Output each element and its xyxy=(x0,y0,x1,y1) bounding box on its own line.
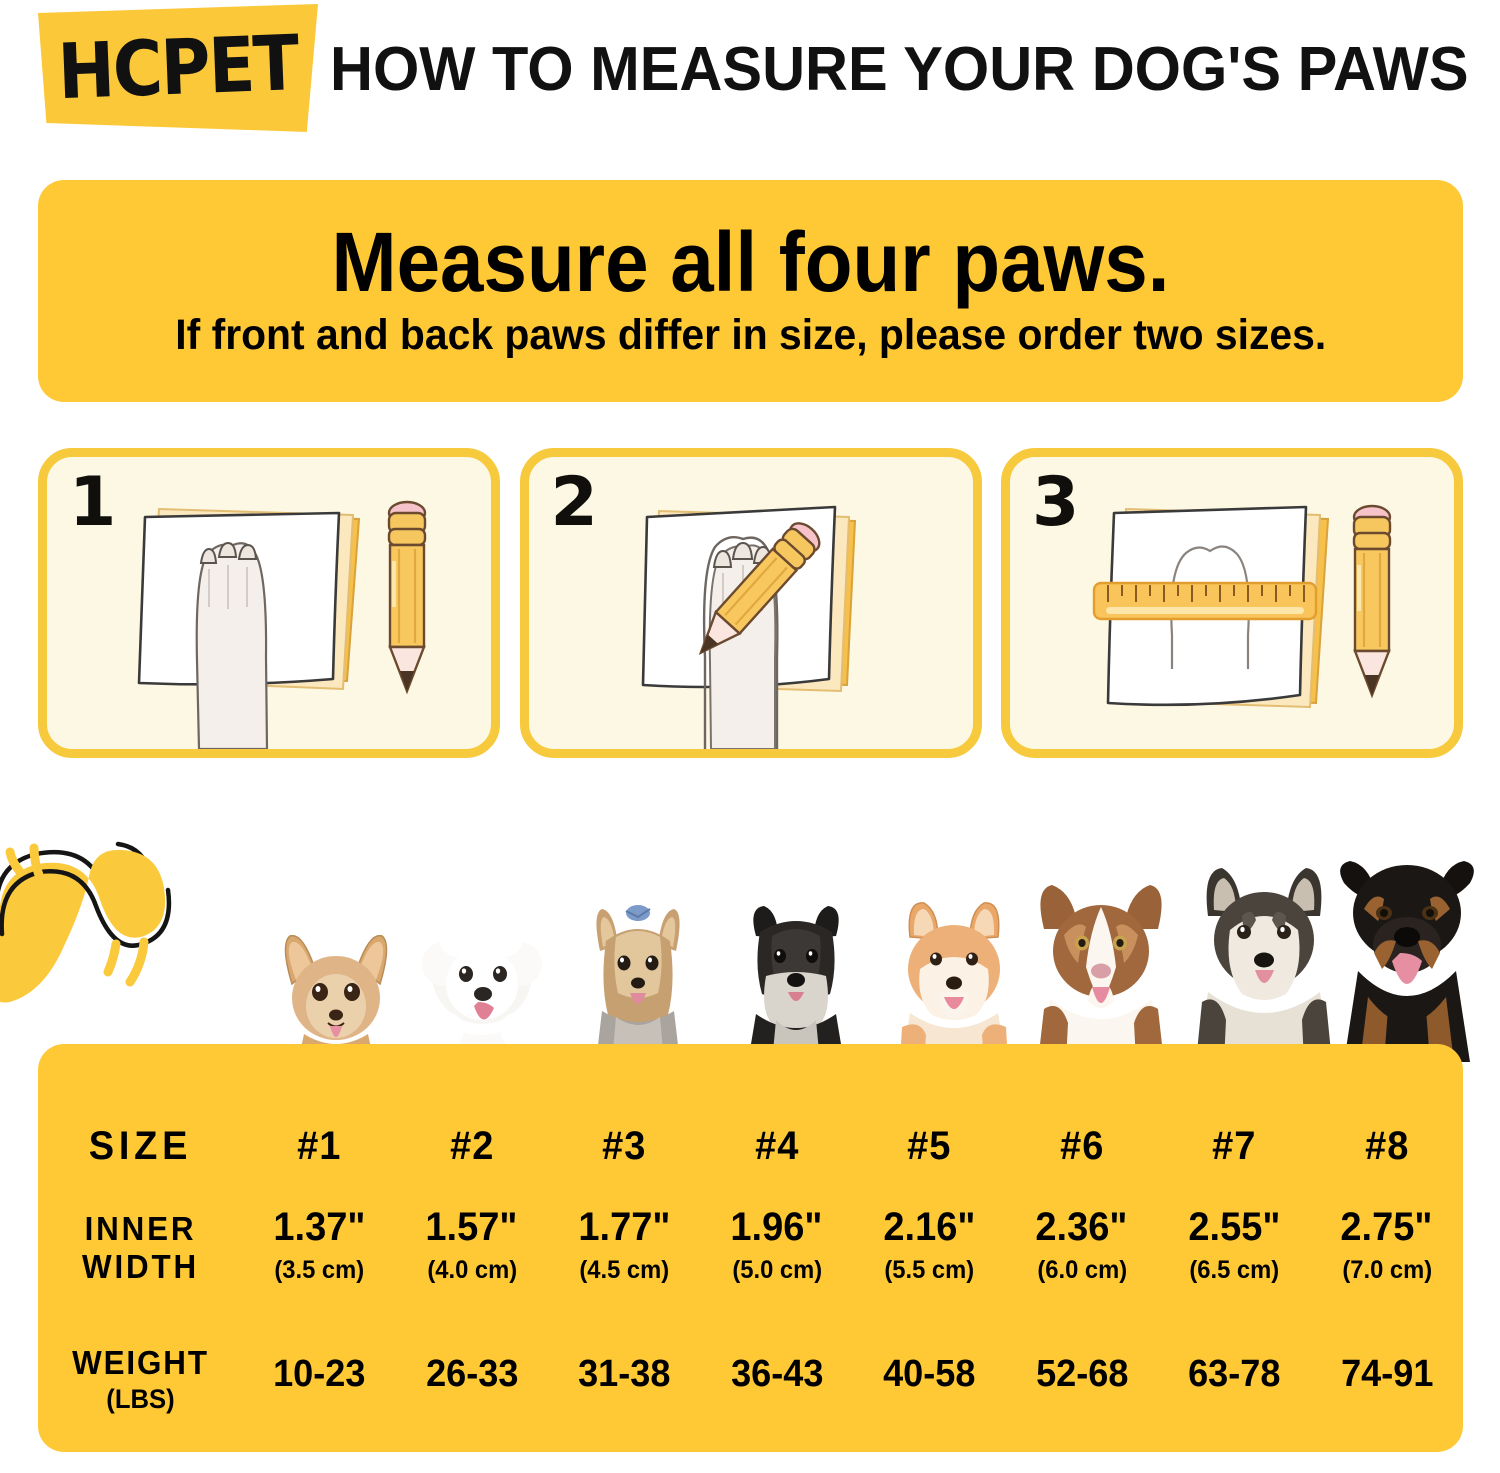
page-title: HOW TO MEASURE YOUR DOG'S PAWS xyxy=(330,28,1490,112)
size-cell-4: #4 xyxy=(754,1123,799,1168)
table-row-weight: WEIGHT (LBS) 10-23 26-33 31-38 36-43 40-… xyxy=(38,1344,1463,1444)
dog-australian-shepherd xyxy=(1038,885,1164,1062)
weight-cell-4: 36-43 xyxy=(730,1353,823,1395)
step-number-2: 2 xyxy=(550,463,598,542)
inner-width-in-1: 1.37" xyxy=(273,1205,366,1249)
step-number-1: 1 xyxy=(69,463,117,542)
dog-rottweiler xyxy=(1340,861,1474,1062)
inner-width-in-4: 1.96" xyxy=(730,1205,823,1249)
inner-width-in-7: 2.55" xyxy=(1188,1205,1281,1249)
step-card-2: 2 xyxy=(519,448,982,758)
row-header-weight-line2: (LBS) xyxy=(106,1384,175,1414)
size-cell-8: #8 xyxy=(1364,1123,1409,1168)
dog-breeds-strip xyxy=(0,812,1500,1062)
table-row-inner-width: INNER WIDTH 1.37" (3.5 cm) 1.57" (4.0 cm… xyxy=(38,1204,1463,1314)
dog-alaskan-malamute xyxy=(1196,868,1332,1062)
size-cell-1: #1 xyxy=(297,1123,342,1168)
inner-width-cell-3: 1.77" (4.5 cm) xyxy=(548,1204,701,1286)
inner-width-cell-5: 2.16" (5.5 cm) xyxy=(853,1204,1006,1286)
paw-on-paper-icon xyxy=(137,500,427,749)
inner-width-cm-5: (5.5 cm) xyxy=(884,1256,975,1284)
measure-all-paws-banner: Measure all four paws. If front and back… xyxy=(38,180,1463,402)
size-cell-2: #2 xyxy=(449,1123,494,1168)
weight-cell-1: 10-23 xyxy=(273,1353,366,1395)
weight-cell-7: 63-78 xyxy=(1188,1353,1281,1395)
weight-cell-3: 31-38 xyxy=(578,1353,671,1395)
inner-width-cell-7: 2.55" (6.5 cm) xyxy=(1158,1204,1311,1286)
inner-width-cm-4: (5.0 cm) xyxy=(731,1256,822,1284)
dog-schnauzer xyxy=(748,906,844,1062)
row-header-weight: WEIGHT (LBS) xyxy=(38,1344,243,1416)
measurement-steps: 1 xyxy=(38,448,1463,758)
inner-width-cell-8: 2.75" (7.0 cm) xyxy=(1311,1204,1464,1286)
size-cell-7: #7 xyxy=(1212,1123,1257,1168)
dog-yorkshire-terrier xyxy=(596,905,680,1062)
table-row-size: SIZE #1 #2 #3 #4 #5 #6 #7 #8 xyxy=(38,1118,1463,1174)
dog-chihuahua xyxy=(284,934,388,1062)
inner-width-in-3: 1.77" xyxy=(578,1205,671,1249)
dog-bichon-frise xyxy=(422,912,542,1062)
inner-width-cell-1: 1.37" (3.5 cm) xyxy=(243,1204,396,1286)
page-header: HCPET HOW TO MEASURE YOUR DOG'S PAWS xyxy=(0,0,1500,140)
size-cell-3: #3 xyxy=(602,1123,647,1168)
row-header-inner-width-line2: WIDTH xyxy=(82,1248,199,1285)
inner-width-in-5: 2.16" xyxy=(883,1205,976,1249)
brand-name: HCPET xyxy=(56,19,300,117)
inner-width-cm-7: (6.5 cm) xyxy=(1189,1256,1280,1284)
inner-width-cm-6: (6.0 cm) xyxy=(1036,1256,1127,1284)
weight-cell-6: 52-68 xyxy=(1035,1353,1128,1395)
inner-width-cell-4: 1.96" (5.0 cm) xyxy=(701,1204,854,1286)
weight-cell-5: 40-58 xyxy=(883,1353,976,1395)
paw-wave-blob-icon xyxy=(0,841,172,1003)
hcpet-logo-badge: HCPET xyxy=(38,4,318,132)
weight-cell-8: 74-91 xyxy=(1340,1353,1433,1395)
banner-headline: Measure all four paws. xyxy=(331,215,1170,309)
page-title-text: HOW TO MEASURE YOUR DOG'S PAWS xyxy=(330,35,1469,104)
step-number-3: 3 xyxy=(1032,463,1080,542)
banner-subtext: If front and back paws differ in size, p… xyxy=(175,311,1326,359)
weight-cell-2: 26-33 xyxy=(425,1353,518,1395)
size-cell-6: #6 xyxy=(1059,1123,1104,1168)
pencil-tracing-paw-icon xyxy=(641,505,856,749)
row-header-size: SIZE xyxy=(88,1123,193,1168)
inner-width-cm-3: (4.5 cm) xyxy=(579,1256,670,1284)
inner-width-cell-2: 1.57" (4.0 cm) xyxy=(396,1204,549,1286)
inner-width-cell-6: 2.36" (6.0 cm) xyxy=(1006,1204,1159,1286)
inner-width-in-6: 2.36" xyxy=(1035,1205,1128,1249)
step-card-3: 3 xyxy=(1001,448,1463,758)
size-chart-table: SIZE #1 #2 #3 #4 #5 #6 #7 #8 INNER WIDTH… xyxy=(38,1044,1463,1452)
row-header-inner-width: INNER WIDTH xyxy=(43,1204,238,1286)
ruler-measuring-outline-icon xyxy=(1092,504,1392,709)
row-header-weight-line1: WEIGHT xyxy=(72,1344,209,1381)
inner-width-in-2: 1.57" xyxy=(425,1205,518,1249)
row-header-inner-width-line1: INNER xyxy=(84,1210,197,1247)
inner-width-cm-1: (3.5 cm) xyxy=(274,1256,365,1284)
dog-shiba-inu xyxy=(900,902,1008,1062)
step-card-1: 1 xyxy=(38,448,500,758)
size-cell-5: #5 xyxy=(907,1123,952,1168)
inner-width-in-8: 2.75" xyxy=(1340,1205,1433,1249)
inner-width-cm-8: (7.0 cm) xyxy=(1341,1256,1432,1284)
inner-width-cm-2: (4.0 cm) xyxy=(426,1256,517,1284)
